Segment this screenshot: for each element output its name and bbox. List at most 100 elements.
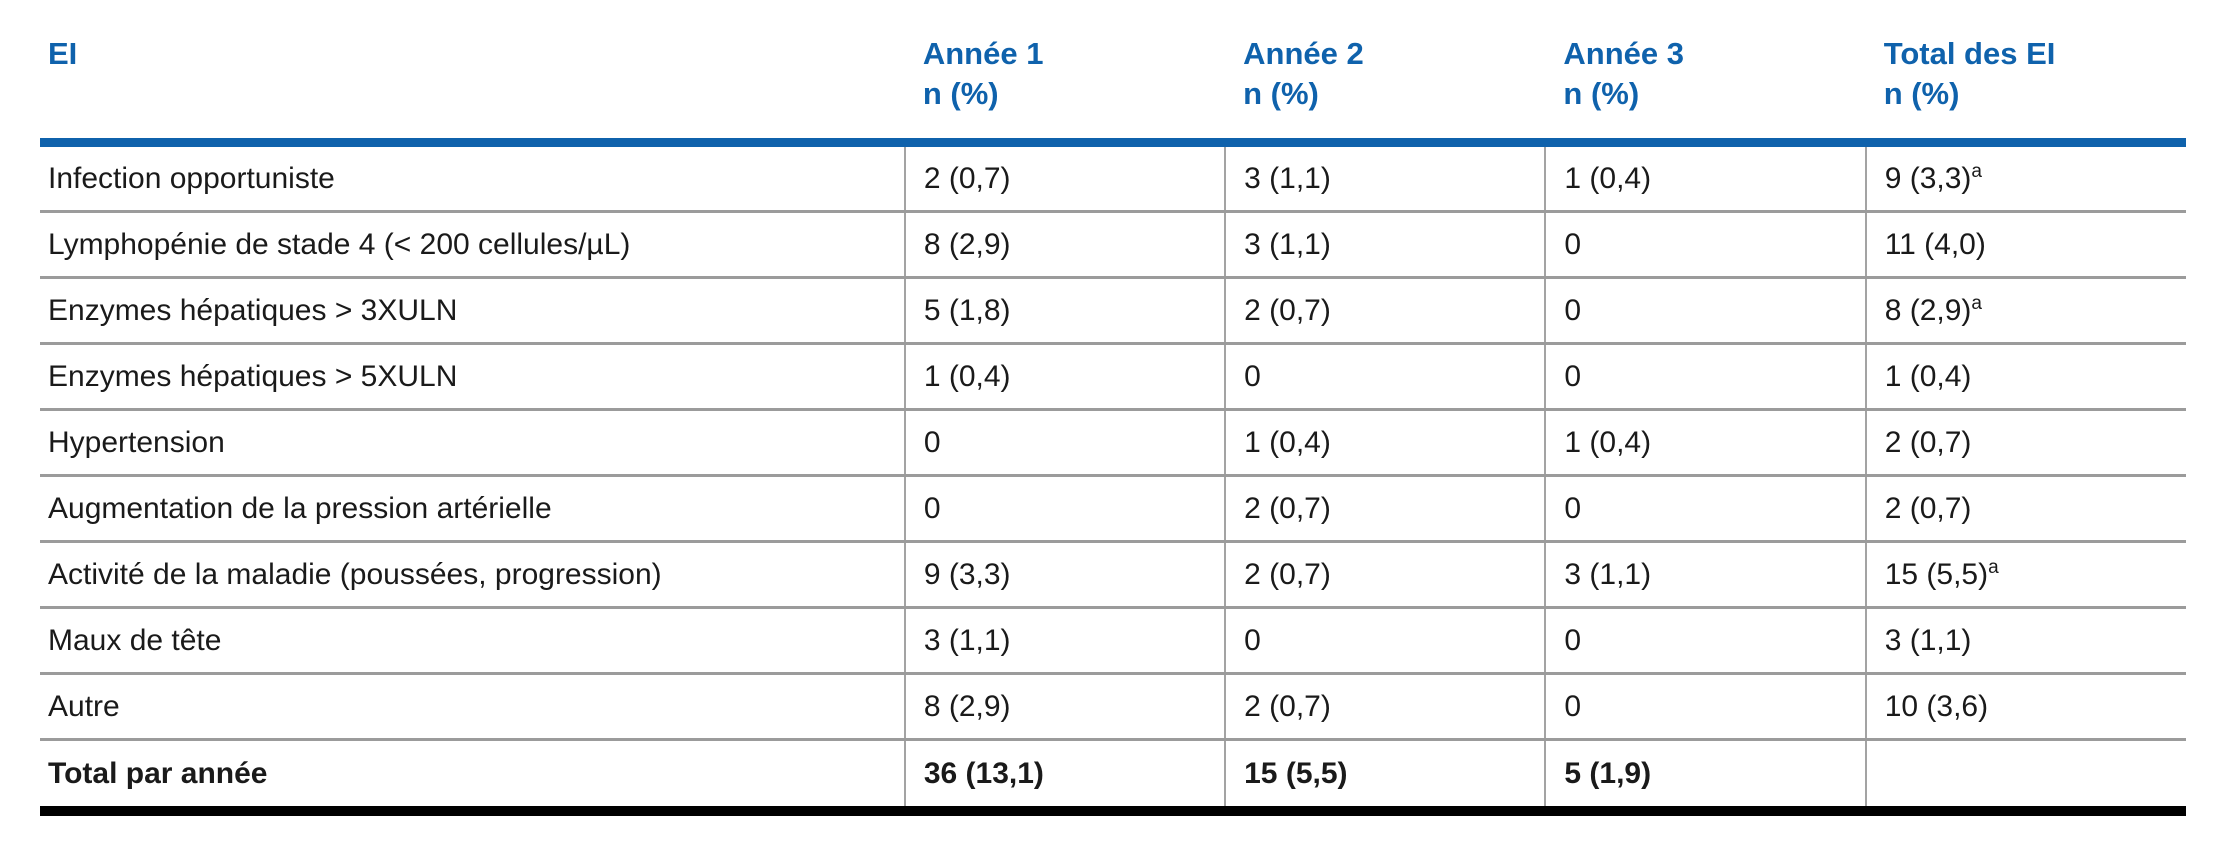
cell: 3 (1,1) [903,607,1226,675]
row-label: Infection opportuniste [40,142,905,213]
cell: 10 (3,6) [1864,673,2186,741]
cell-value: 36 (13,1) [923,757,1044,790]
cell: 2 (0,7) [1224,541,1546,609]
row-label: Augmentation de la pression artérielle [40,475,905,543]
cell-value: 11 (4,0) [1884,228,1986,261]
cell-value: 1 (0,4) [1564,426,1652,459]
cell-value: 1 (0,4) [1564,162,1652,195]
header-sublabel: n (%) [1883,76,1960,111]
table-row: Augmentation de la pression artérielle 0… [40,475,2186,543]
table-row: Hypertension 0 1 (0,4) 1 (0,4) 2 (0,7) [40,409,2186,477]
cell-value: 1 (0,4) [1244,426,1331,459]
cell: 1 (0,4) [1864,343,2186,411]
cell-value: 3 (1,1) [1244,228,1331,261]
cell: 11 (4,0) [1864,211,2186,279]
header-sublabel: n (%) [1563,76,1640,111]
header-sublabel: n (%) [922,76,999,111]
header-annee-3: Année 3 n (%) [1545,26,1865,143]
cell: 2 (0,7) [1864,409,2186,477]
cell: 0 [1544,343,1866,411]
cell: 2 (0,7) [903,142,1226,213]
table-footer: Total par année 36 (13,1) 15 (5,5) 5 (1,… [40,739,2186,816]
cell-value: 3 (1,1) [923,624,1011,657]
cell: 0 [1224,343,1546,411]
cell-value: 0 [1564,228,1582,261]
cell: 8 (2,9)a [1864,277,2186,345]
cell-value: 3 (1,1) [1884,624,1972,657]
cell-value: 9 (3,3) [923,558,1011,591]
cell: 3 (1,1) [1224,211,1546,279]
header-ei: EI [40,26,905,143]
cell: 0 [1544,277,1866,345]
cell-value: 5 (1,9) [1564,757,1652,790]
cell: 0 [903,475,1226,543]
cell-value: 10 (3,6) [1884,690,1989,723]
table-row: Maux de tête 3 (1,1) 0 0 3 (1,1) [40,607,2186,675]
cell: 5 (1,9) [1544,739,1866,816]
row-label: Activité de la maladie (poussées, progre… [40,541,905,609]
cell-value: 15 (5,5) [1884,558,1989,591]
table-row: Enzymes hépatiques > 5XULN 1 (0,4) 0 0 1… [40,343,2186,411]
header-label: Total des EI [1883,36,2056,71]
cell: 15 (5,5) [1224,739,1546,816]
header-label: Année 1 [922,36,1044,71]
cell: 1 (0,4) [1544,409,1866,477]
cell-value: 0 [1564,690,1582,723]
cell [1864,739,2186,816]
cell-value: 0 [1244,360,1261,393]
row-label: Maux de tête [40,607,905,675]
table-header: EI Année 1 n (%) Année 2 n (%) Année 3 n… [40,26,2186,143]
cell-value: 1 (0,4) [923,360,1011,393]
table-row: Infection opportuniste 2 (0,7) 3 (1,1) 1… [40,142,2186,213]
header-sublabel: n (%) [1243,76,1319,111]
header-label: Année 2 [1243,36,1364,71]
header-annee-1: Année 1 n (%) [905,26,1225,143]
cell-value: 2 (0,7) [1244,558,1331,591]
cell-value: 5 (1,8) [923,294,1011,327]
row-label: Enzymes hépatiques > 5XULN [40,343,905,411]
cell-value: 0 [923,492,941,525]
cell: 15 (5,5)a [1864,541,2186,609]
cell: 2 (0,7) [1224,475,1546,543]
row-label: Autre [40,673,905,741]
cell-value: 2 (0,7) [923,162,1011,195]
cell-value: 9 (3,3) [1884,162,1972,195]
row-label: Lymphopénie de stade 4 (< 200 cellules/µ… [40,211,905,279]
table-row: Activité de la maladie (poussées, progre… [40,541,2186,609]
cell-value: 0 [1564,624,1582,657]
header-total-ei: Total des EI n (%) [1866,26,2186,143]
cell: 3 (1,1) [1864,607,2186,675]
table-row: Autre 8 (2,9) 2 (0,7) 0 10 (3,6) [40,673,2186,741]
cell-value: 8 (2,9) [1884,294,1972,327]
cell-value: 3 (1,1) [1244,162,1331,195]
cell: 36 (13,1) [903,739,1226,816]
cell: 9 (3,3) [903,541,1226,609]
cell-value: 2 (0,7) [1244,690,1331,723]
cell: 2 (0,7) [1224,277,1546,345]
cell-value: 8 (2,9) [923,690,1011,723]
cell-value: 8 (2,9) [923,228,1011,261]
cell: 0 [1544,607,1866,675]
cell: 0 [903,409,1226,477]
table-body: Infection opportuniste 2 (0,7) 3 (1,1) 1… [40,142,2186,741]
cell-value: 0 [1564,492,1582,525]
header-label: Année 3 [1563,36,1685,71]
totals-row: Total par année 36 (13,1) 15 (5,5) 5 (1,… [40,739,2186,816]
cell-value: 2 (0,7) [1884,426,1972,459]
adverse-events-table: EI Année 1 n (%) Année 2 n (%) Année 3 n… [40,26,2186,816]
cell: 2 (0,7) [1224,673,1546,741]
header-annee-2: Année 2 n (%) [1225,26,1545,143]
table-row: Enzymes hépatiques > 3XULN 5 (1,8) 2 (0,… [40,277,2186,345]
cell: 0 [1224,607,1546,675]
cell: 1 (0,4) [1224,409,1546,477]
totals-label: Total par année [40,739,905,816]
header-label: EI [48,36,78,71]
cell-value: 1 (0,4) [1884,360,1972,393]
superscript-note: a [1971,161,1983,182]
row-label: Hypertension [40,409,905,477]
cell-value: 15 (5,5) [1244,757,1348,790]
cell: 2 (0,7) [1864,475,2186,543]
cell-value: 2 (0,7) [1244,294,1331,327]
cell: 0 [1544,475,1866,543]
cell-value: 2 (0,7) [1244,492,1331,525]
